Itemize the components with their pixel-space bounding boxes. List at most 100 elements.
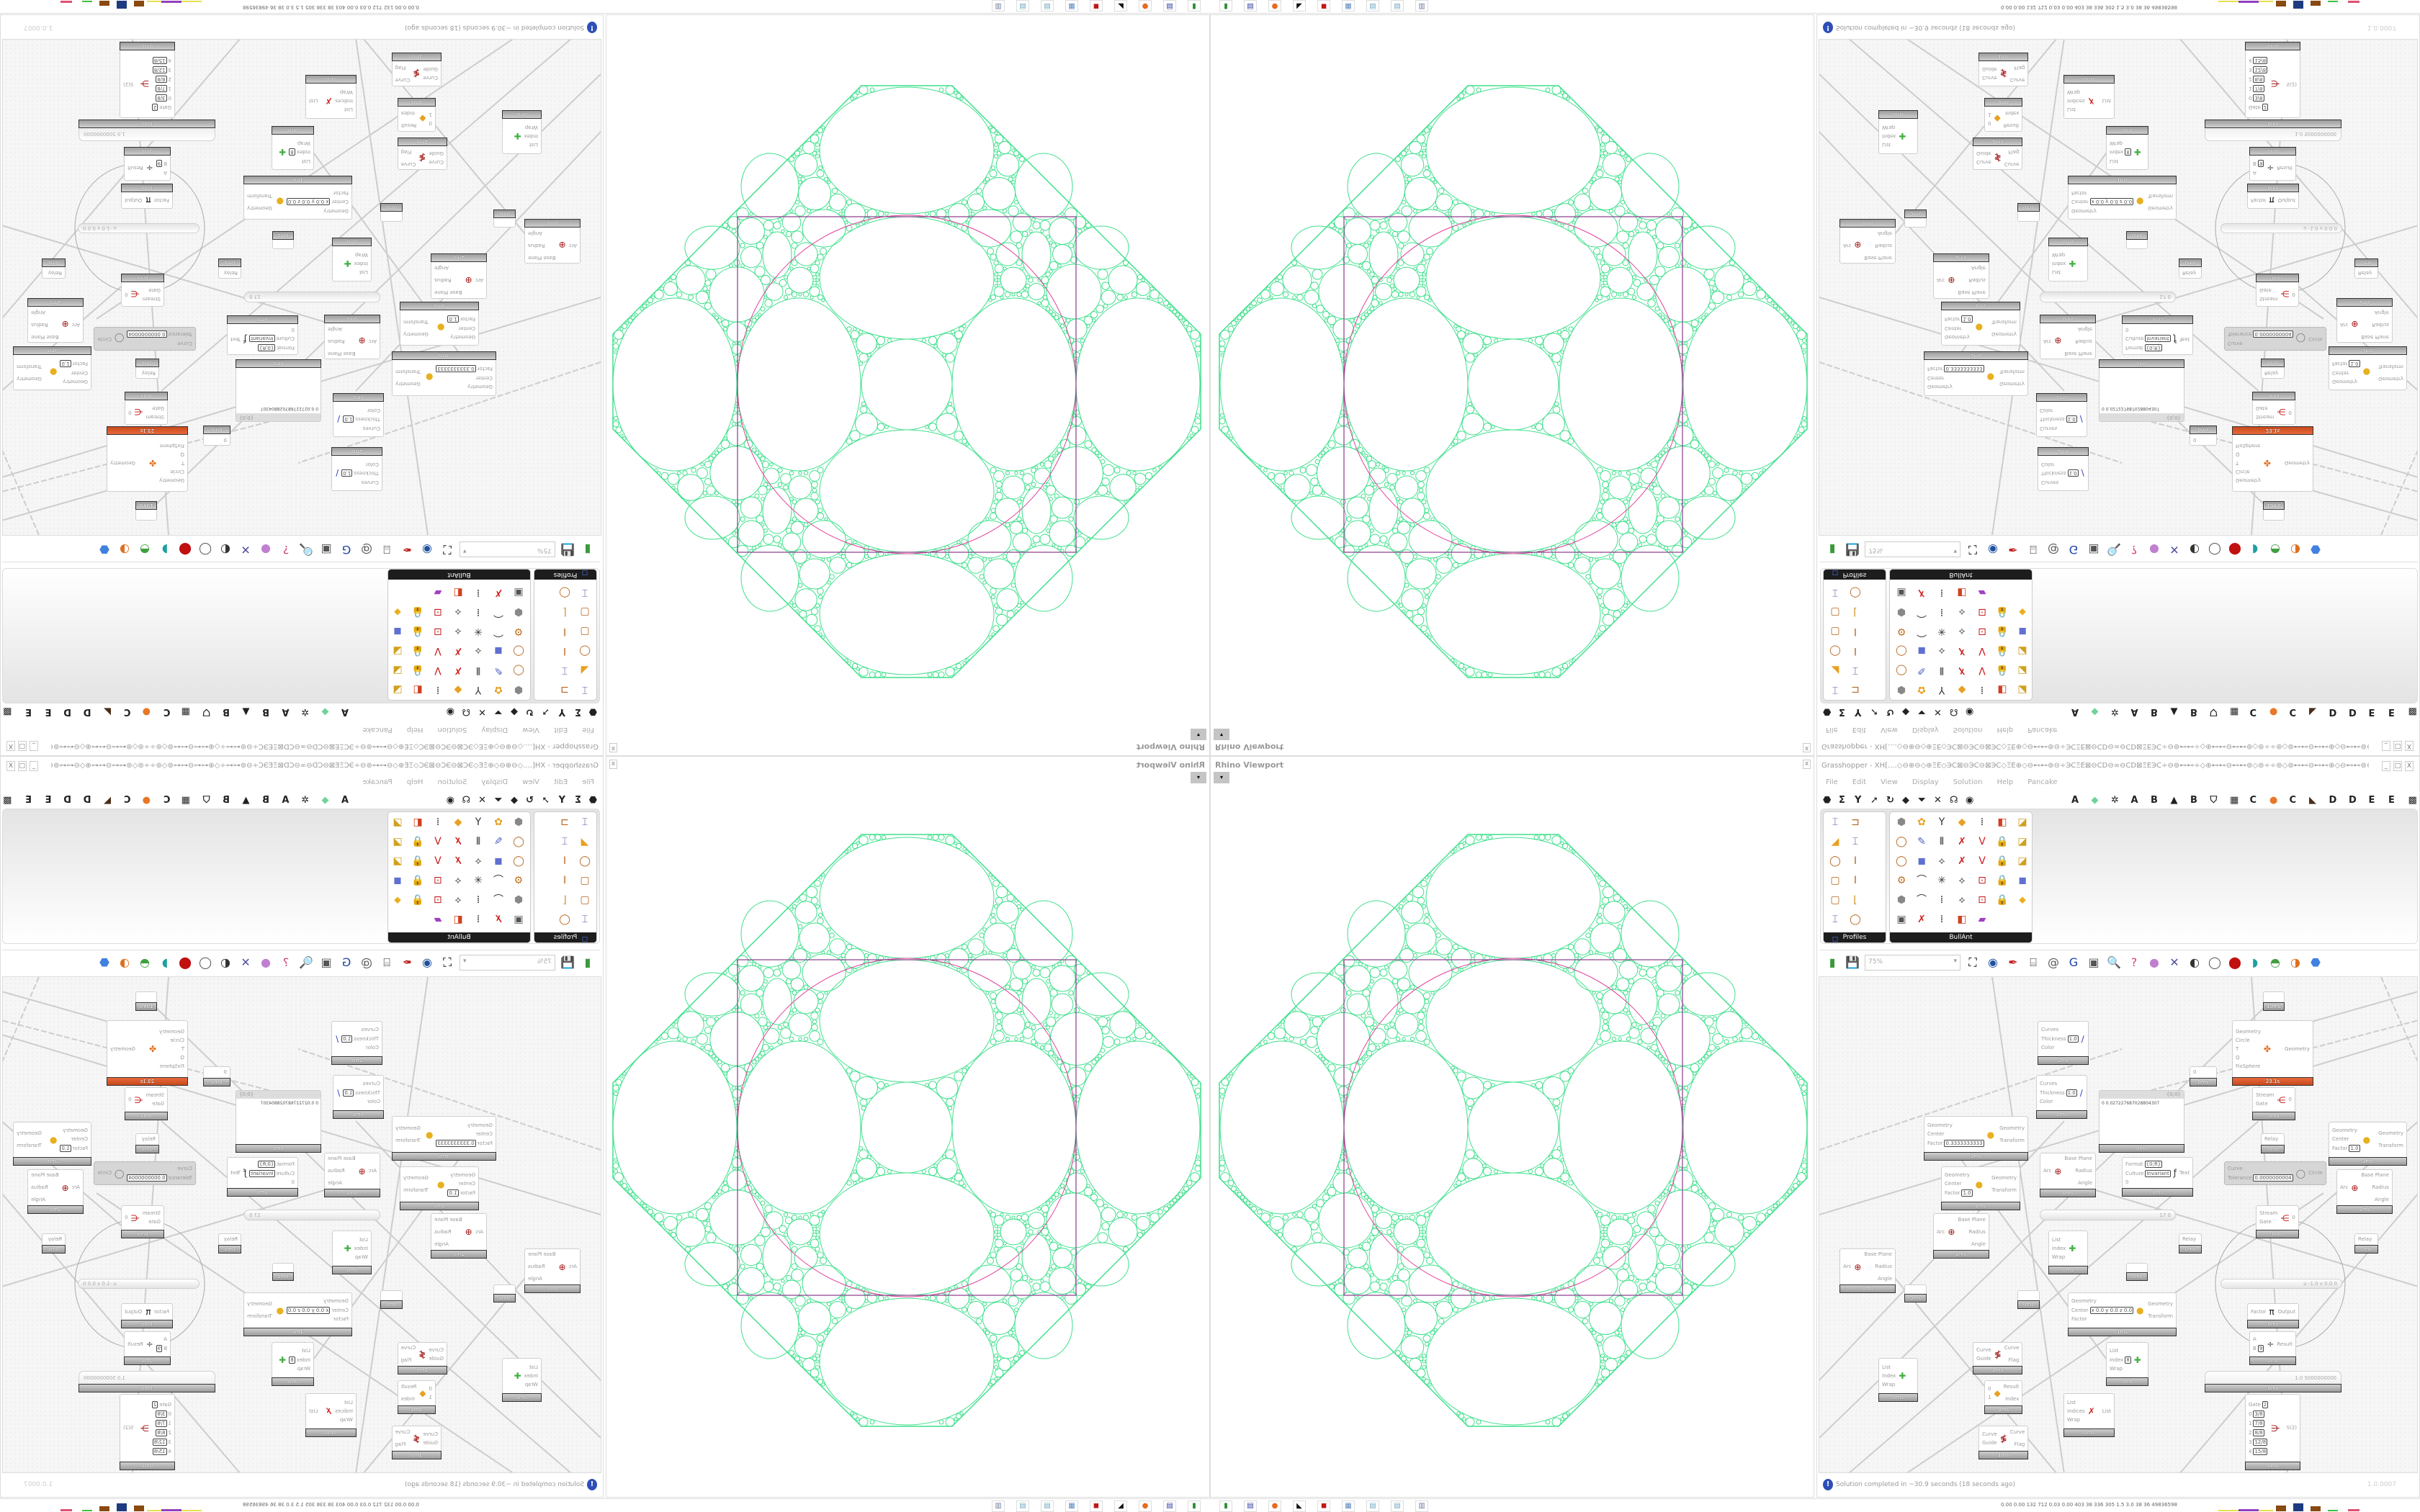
- input-param[interactable]: 1: [1988, 112, 1991, 118]
- input-param[interactable]: A: [156, 169, 167, 176]
- input-param[interactable]: Tolerance0.0000000004: [127, 1174, 192, 1182]
- menu-edit[interactable]: Edit: [1852, 778, 1867, 786]
- param-value[interactable]: 1.0: [60, 1145, 71, 1152]
- input-param[interactable]: List: [335, 107, 353, 113]
- input-param[interactable]: Center: [436, 375, 493, 382]
- notepad-icon[interactable]: ▤: [1041, 1500, 1054, 1512]
- red-box-icon[interactable]: ◪: [393, 645, 403, 657]
- input-param[interactable]: List: [1882, 1364, 1896, 1371]
- I-beam-icon[interactable]: I: [1853, 875, 1857, 886]
- component-node[interactable]: 0ms: [493, 1284, 516, 1302]
- box-profile-icon[interactable]: ▢: [580, 875, 590, 886]
- output-param[interactable]: Text: [230, 336, 241, 343]
- input-param[interactable]: Curve: [1976, 159, 1991, 166]
- output-param[interactable]: Flag: [395, 1441, 406, 1447]
- input-param[interactable]: Wrap: [289, 140, 310, 146]
- number-slider[interactable]: 17 0: [2040, 292, 2176, 302]
- input-param[interactable]: Guide: [429, 1356, 444, 1362]
- close-button[interactable]: X: [6, 741, 15, 751]
- input-param[interactable]: Stream: [143, 295, 161, 302]
- input-param[interactable]: Geometry: [2071, 207, 2133, 214]
- output-param[interactable]: Base Plane: [434, 289, 462, 296]
- input-param[interactable]: Centerx 0.0 y 0.0 z 0.0: [286, 1307, 349, 1314]
- solid-icon[interactable]: ⬢: [514, 684, 524, 696]
- input-param[interactable]: Wrap: [1882, 125, 1896, 131]
- output-param[interactable]: Result: [400, 122, 417, 128]
- flower-icon[interactable]: ✿: [494, 684, 503, 696]
- red-x-icon[interactable]: ✗: [1958, 665, 1966, 676]
- columns-icon[interactable]: ⦀: [475, 665, 481, 676]
- param-value[interactable]: 1.0: [447, 315, 459, 323]
- component-node[interactable]: List Index Wrap ✚ 0ms: [502, 110, 542, 154]
- shade-a-icon[interactable]: ◐: [220, 543, 230, 557]
- param-value[interactable]: 7/8: [156, 85, 167, 92]
- tab-icon[interactable]: Σ: [575, 706, 581, 717]
- channel-icon[interactable]: ⊐: [560, 816, 569, 828]
- maximize-button[interactable]: □: [18, 741, 27, 751]
- input-param[interactable]: 1: [429, 112, 432, 118]
- lock-tool-icon[interactable]: 🔒: [411, 875, 424, 886]
- input-param[interactable]: Curve: [429, 1347, 444, 1354]
- tab-icon[interactable]: ◉: [1966, 706, 1974, 717]
- maximize-button[interactable]: □: [18, 761, 27, 771]
- tab-icon[interactable]: D: [2329, 795, 2337, 806]
- maximize-button[interactable]: □: [2393, 741, 2402, 751]
- input-param[interactable]: 17/8: [152, 1420, 171, 1427]
- red-frame-icon[interactable]: ◧: [453, 914, 463, 925]
- lock-tool-icon[interactable]: 🔒: [1996, 606, 2009, 618]
- output-param[interactable]: Radius: [2372, 322, 2389, 328]
- slider-value[interactable]: u -1.0 v 0.0 0: [2303, 1281, 2337, 1287]
- vector-tree-icon[interactable]: Y: [1938, 684, 1945, 696]
- channel-icon[interactable]: ⊐: [1851, 684, 1860, 696]
- input-param[interactable]: Wrap: [2067, 1417, 2085, 1423]
- tab-icon[interactable]: ▲: [242, 706, 250, 717]
- circle-packing-geometry[interactable]: [605, 14, 1209, 755]
- number-slider[interactable]: 1.0 5000000000 0ms: [2205, 120, 2341, 141]
- output-param[interactable]: Angle: [1971, 1241, 1986, 1247]
- component-node[interactable]: Arc ⊕ Base Plane Radius Angle 0ms: [524, 219, 581, 264]
- ring-icon[interactable]: ◯: [559, 587, 570, 598]
- open-file-icon[interactable]: ▮: [1829, 543, 1836, 557]
- red-app-icon[interactable]: ◼: [1317, 1500, 1330, 1512]
- tab-icon[interactable]: ▩: [3, 795, 12, 806]
- output-param[interactable]: Text: [230, 1169, 241, 1176]
- input-param[interactable]: List: [2110, 158, 2131, 164]
- param-value[interactable]: 8/8: [156, 1429, 167, 1436]
- scroll-icon[interactable]: ▥: [992, 1500, 1005, 1512]
- menu-pancake[interactable]: Pancake: [362, 778, 393, 786]
- input-param[interactable]: 0: [224, 436, 227, 443]
- output-param[interactable]: Radius: [528, 1264, 545, 1269]
- input-param[interactable]: Color: [343, 1099, 380, 1105]
- slider-value[interactable]: 17 0: [2159, 294, 2171, 300]
- I-beam-icon[interactable]: I: [563, 626, 567, 637]
- polyline-icon[interactable]: ⟡: [1958, 626, 1966, 637]
- input-param[interactable]: Geometry: [436, 1122, 493, 1129]
- spark-icon[interactable]: ✳: [474, 626, 483, 637]
- lock-tool-icon[interactable]: 🔒: [1996, 645, 2009, 657]
- scroll-icon[interactable]: ▥: [992, 0, 1005, 12]
- component-node[interactable]: 0 0ms: [203, 426, 230, 446]
- panel-label[interactable]: BullAnt: [1890, 570, 2032, 580]
- input-param[interactable]: Center: [1945, 1181, 1973, 1187]
- input-param[interactable]: Gate: [2259, 287, 2277, 293]
- notepad-icon[interactable]: ▤: [1041, 0, 1054, 12]
- ring-icon[interactable]: ◯: [579, 855, 591, 867]
- output-param[interactable]: Transform: [2378, 364, 2403, 369]
- input-param[interactable]: Index8: [289, 148, 310, 156]
- input-param[interactable]: Factor: [2251, 1309, 2266, 1315]
- notepad-icon[interactable]: ▤: [1016, 0, 1029, 12]
